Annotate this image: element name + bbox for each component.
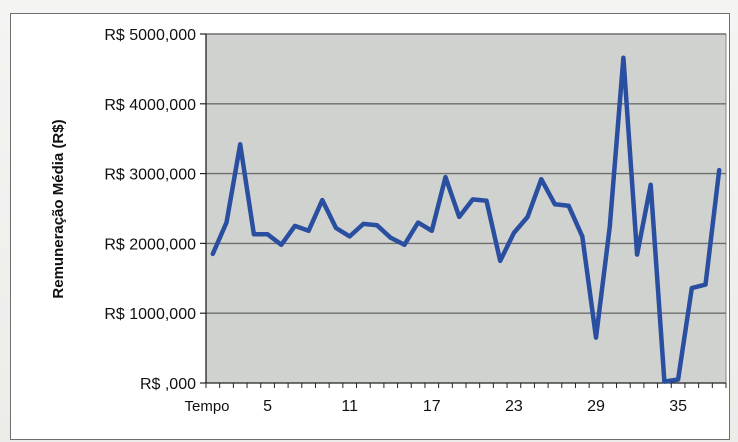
series-layer xyxy=(210,55,722,384)
data-point xyxy=(320,198,324,202)
data-point xyxy=(279,243,283,247)
data-point xyxy=(512,231,516,235)
data-point xyxy=(621,56,625,60)
data-point xyxy=(567,204,571,208)
y-tick-label: R$ 1000,000 xyxy=(104,306,196,323)
data-point xyxy=(389,236,393,240)
line-chart: R$ ,000 R$ 1000,000 R$ 2000,000 R$ 3000,000… xyxy=(50,27,727,415)
x-axis-ticks: 5 11 17 23 29 35 xyxy=(205,34,727,415)
x-tick-label: 5 xyxy=(263,398,272,415)
data-point xyxy=(594,336,598,340)
y-tick-label: R$ 4000,000 xyxy=(104,97,196,114)
data-point xyxy=(471,197,475,202)
data-point xyxy=(430,229,434,233)
data-point xyxy=(690,286,694,290)
x-tick-label: 17 xyxy=(423,398,441,415)
data-point xyxy=(443,175,448,179)
data-point xyxy=(717,168,721,172)
y-tick-label: R$ ,000 xyxy=(140,376,196,393)
data-point xyxy=(457,215,461,219)
data-point xyxy=(348,234,352,239)
data-point xyxy=(676,377,680,382)
data-point xyxy=(580,234,584,239)
data-point xyxy=(539,177,543,181)
data-point xyxy=(498,259,502,263)
data-point xyxy=(361,222,365,226)
x-tick-label: 29 xyxy=(587,398,605,415)
data-point xyxy=(252,232,256,236)
data-point xyxy=(293,224,297,228)
data-point xyxy=(662,380,667,384)
data-point xyxy=(238,142,242,146)
chart-container: R$ ,000 R$ 1000,000 R$ 2000,000 R$ 3000,000… xyxy=(10,13,730,440)
data-point xyxy=(211,252,215,256)
data-point xyxy=(608,225,612,229)
y-axis-ticks: R$ ,000 R$ 1000,000 R$ 2000,000 R$ 3000,000… xyxy=(104,27,206,393)
y-axis-label: Remuneração Média (R$) xyxy=(50,119,67,298)
x-tick-label: 11 xyxy=(341,398,358,415)
data-point xyxy=(635,252,639,257)
data-point xyxy=(649,183,653,187)
data-point xyxy=(334,226,338,230)
y-tick-label: R$ 2000,000 xyxy=(104,236,196,253)
series-line xyxy=(210,55,722,384)
data-point xyxy=(525,215,530,219)
data-point xyxy=(484,199,489,203)
y-tick-label: R$ 3000,000 xyxy=(104,167,196,184)
x-tick-label: 23 xyxy=(505,398,523,415)
data-point xyxy=(265,232,270,236)
data-point xyxy=(402,243,407,247)
data-point xyxy=(703,282,708,287)
data-point xyxy=(224,220,229,225)
x-axis-label: Tempo xyxy=(184,398,229,415)
data-point xyxy=(553,202,557,206)
y-tick-label: R$ 5000,000 xyxy=(104,27,196,44)
data-point xyxy=(416,220,420,225)
data-point xyxy=(375,223,379,227)
data-point xyxy=(307,229,311,233)
x-tick-label: 35 xyxy=(669,398,687,415)
